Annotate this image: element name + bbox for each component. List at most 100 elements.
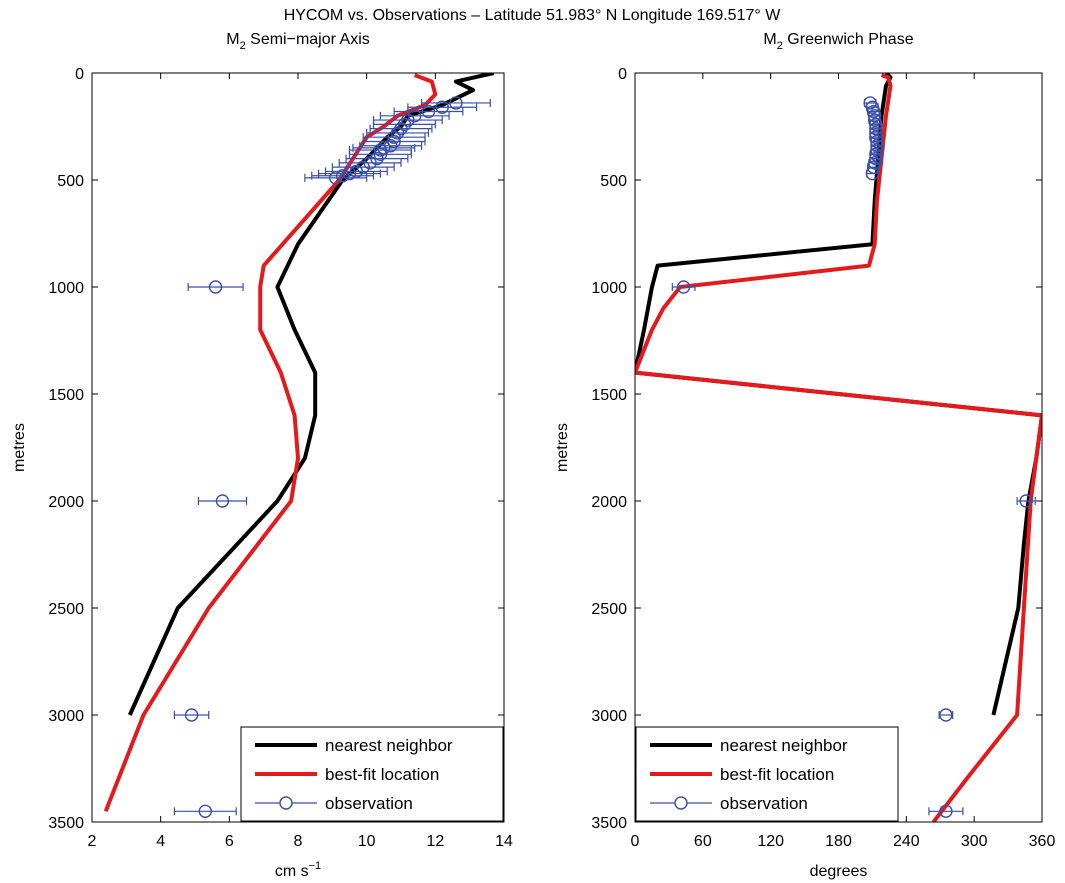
legend: nearest neighbor best-fit location observa…	[635, 726, 899, 822]
legend-item: observation	[255, 794, 413, 813]
plot-frame	[634, 72, 1043, 823]
observation-marker	[342, 166, 357, 181]
observation-marker	[939, 708, 953, 722]
observation-marker	[401, 113, 415, 127]
observation-point	[379, 109, 450, 123]
y-tick-label: 2500	[48, 601, 84, 618]
panel-title-subscript: 2	[777, 40, 783, 52]
y-tick-label: 2500	[591, 601, 627, 618]
x-axis-label-main: cm s	[275, 863, 309, 880]
observation-point	[318, 166, 381, 181]
y-tick-label: 3000	[48, 708, 84, 725]
panel-title-subscript: 2	[240, 40, 246, 52]
panel-title-main: M	[763, 31, 776, 48]
y-tick-label: 1500	[591, 387, 627, 404]
x-axis-label: cm s−1	[275, 860, 321, 880]
observation-marker	[363, 156, 377, 170]
observation-point	[1016, 494, 1036, 508]
tick-layer: 2 4 6 8 10 12 14 0 500 1000 1500 2000 2500 3000 3500	[48, 66, 513, 850]
observation-point	[345, 151, 409, 166]
x-tick-label: 6	[225, 833, 234, 850]
observation-marker	[387, 130, 401, 144]
series-line-nearest-neighbor	[635, 73, 1042, 716]
observation-marker	[939, 804, 953, 818]
observation-marker	[215, 494, 230, 508]
x-tick-label: 240	[893, 833, 920, 850]
legend-label: best-fit location	[325, 765, 439, 784]
observation-point	[393, 104, 464, 119]
y-axis-label: metres	[554, 423, 571, 472]
observation-marker	[870, 134, 884, 149]
series-layer	[635, 73, 1042, 822]
legend-item: best-fit location	[255, 765, 439, 784]
y-tick-label: 500	[57, 173, 84, 190]
x-axis-label-superscript: −1	[309, 860, 322, 872]
observation-point	[421, 96, 491, 110]
observation-marker	[390, 126, 405, 140]
y-tick-label: 500	[600, 173, 627, 190]
observation-point	[928, 804, 964, 818]
observation-marker	[869, 147, 883, 162]
x-axis-label-main: degrees	[810, 863, 868, 880]
panel-greenwich-phase: 0 60 120 180 240 300 360 0 500 1000 1500 2000 2500 30…	[554, 31, 1055, 880]
observation-marker	[408, 109, 422, 123]
observation-marker	[869, 117, 883, 132]
x-tick-label: 120	[757, 833, 784, 850]
observation-point	[173, 804, 237, 818]
observation-marker	[421, 104, 436, 119]
panel-semi-major-axis: 2 4 6 8 10 12 14 0 500 1000 1500 2000 2500 3000 3500 M…	[11, 31, 513, 880]
observation-marker	[449, 96, 463, 110]
observation-point	[197, 494, 248, 508]
legend-label: nearest neighbor	[720, 736, 848, 755]
observation-marker	[397, 117, 412, 132]
observation-marker	[373, 147, 388, 162]
legend-marker	[674, 796, 688, 810]
y-tick-label: 0	[618, 66, 627, 83]
x-tick-label: 2	[88, 833, 97, 850]
observation-point	[304, 171, 368, 185]
y-tick-label: 1500	[48, 387, 84, 404]
panel-title-main: M	[226, 31, 239, 48]
observation-marker	[198, 804, 213, 818]
observation-point	[372, 117, 436, 132]
x-axis-label: degrees	[810, 863, 868, 880]
legend-item: nearest neighbor	[650, 736, 848, 755]
x-tick-label: 4	[156, 833, 165, 850]
observation-marker	[208, 280, 223, 294]
observation-marker	[1019, 494, 1033, 508]
legend-label: observation	[720, 794, 808, 813]
x-tick-label: 300	[961, 833, 988, 850]
observation-marker	[329, 171, 343, 185]
observation-point	[671, 280, 696, 294]
observation-marker	[373, 143, 388, 157]
x-tick-label: 0	[631, 833, 640, 850]
x-tick-label: 12	[426, 833, 444, 850]
legend-label: nearest neighbor	[325, 736, 453, 755]
x-tick-label: 10	[358, 833, 376, 850]
legend-item: best-fit location	[650, 765, 834, 784]
x-tick-label: 8	[294, 833, 303, 850]
x-tick-label: 14	[495, 833, 513, 850]
legend-label: best-fit location	[720, 765, 834, 784]
y-tick-label: 3500	[48, 815, 84, 832]
tick-layer: 0 60 120 180 240 300 360 0 500 1000 1500 2000 2500 30…	[591, 66, 1055, 850]
figure-title: HYCOM vs. Observations – Latitude 51.983…	[284, 7, 782, 24]
observation-point	[187, 280, 244, 294]
panel-title: M2 Semi−major Axis	[226, 31, 370, 52]
observation-marker	[370, 151, 384, 166]
observation-point	[407, 100, 478, 114]
series-line-best-fit-location	[635, 73, 1042, 822]
observation-marker	[394, 121, 408, 136]
series-line-nearest-neighbor	[127, 73, 495, 716]
series-layer	[103, 73, 495, 818]
observation-marker	[435, 100, 449, 114]
observation-point	[938, 708, 954, 722]
observation-point	[338, 156, 402, 170]
legend-label: observation	[325, 794, 413, 813]
x-tick-label: 60	[694, 833, 712, 850]
series-line-best-fit-location	[103, 73, 438, 813]
observation-marker	[865, 166, 880, 181]
observation-marker	[869, 126, 883, 140]
observation-marker	[184, 708, 199, 722]
observation-point	[865, 166, 880, 181]
